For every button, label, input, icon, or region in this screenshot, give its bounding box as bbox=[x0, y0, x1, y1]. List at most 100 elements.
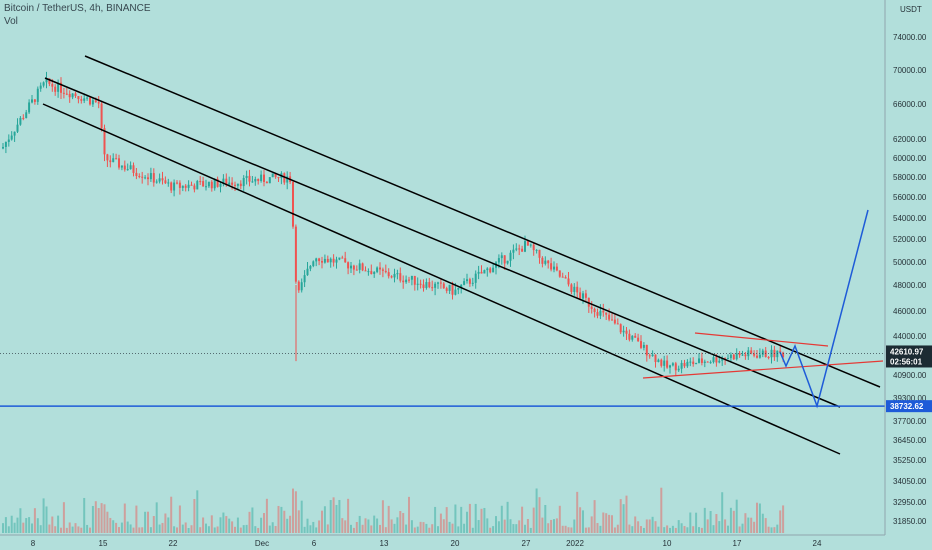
volume-bar bbox=[399, 511, 402, 533]
candle-body bbox=[448, 284, 451, 291]
volume-bar bbox=[228, 518, 231, 533]
triangle-upper[interactable] bbox=[694, 332, 829, 347]
candle-body bbox=[184, 185, 187, 188]
volume-bar bbox=[109, 517, 112, 533]
candle-body bbox=[161, 178, 164, 181]
time-tick-label: 24 bbox=[813, 539, 822, 548]
candle-body bbox=[22, 117, 25, 119]
volume-bar bbox=[738, 526, 741, 533]
candle-body bbox=[564, 277, 567, 279]
volume-bar bbox=[408, 496, 410, 533]
candle-body bbox=[642, 344, 645, 348]
candle-body bbox=[149, 173, 152, 180]
volume-bar bbox=[715, 514, 718, 533]
volume-bar bbox=[91, 505, 94, 533]
volume-bar bbox=[338, 499, 341, 533]
volume-bar bbox=[367, 519, 370, 533]
volume-bar bbox=[97, 508, 100, 533]
candle-body bbox=[500, 255, 503, 259]
volume-bar bbox=[68, 522, 71, 533]
candle-body bbox=[205, 186, 207, 188]
volume-bar bbox=[671, 525, 674, 533]
volume-bar bbox=[686, 527, 689, 533]
candle-body bbox=[619, 324, 622, 333]
candle-body bbox=[538, 249, 541, 258]
candle-body bbox=[637, 337, 640, 342]
candle-body bbox=[486, 268, 489, 271]
candle-body bbox=[657, 359, 660, 363]
currency-label: USDT bbox=[900, 5, 922, 14]
volume-bar bbox=[22, 522, 25, 533]
volume-bar bbox=[86, 524, 89, 533]
volume-bar bbox=[381, 500, 384, 533]
price-tick-label: 40900.00 bbox=[893, 371, 927, 380]
volume-bar bbox=[550, 519, 553, 533]
candle-body bbox=[274, 173, 277, 178]
volume-bar bbox=[747, 517, 750, 533]
candle-body bbox=[732, 354, 735, 360]
candle-body bbox=[283, 173, 286, 183]
volume-bar bbox=[181, 524, 184, 533]
candle-body bbox=[48, 78, 51, 84]
volume-bar bbox=[555, 518, 558, 533]
volume-bar bbox=[735, 499, 738, 533]
candle-body bbox=[33, 99, 36, 102]
candle-body bbox=[640, 341, 642, 348]
volume-bar bbox=[4, 517, 7, 533]
descending-channel-lower[interactable] bbox=[42, 103, 841, 455]
candle-body bbox=[350, 265, 352, 269]
volume-bar bbox=[593, 500, 596, 533]
triangle-lower[interactable] bbox=[642, 360, 884, 379]
volume-bar bbox=[178, 505, 181, 533]
volume-bar bbox=[419, 521, 422, 533]
descending-channel-middle[interactable] bbox=[44, 77, 841, 408]
volume-bar bbox=[103, 504, 106, 533]
volume-bar bbox=[590, 516, 593, 533]
volume-indicator-label[interactable]: Vol bbox=[4, 16, 18, 27]
candle-body bbox=[576, 286, 579, 293]
candle-body bbox=[207, 181, 210, 187]
volume-bar bbox=[213, 527, 216, 533]
volume-bar bbox=[36, 518, 39, 533]
volume-bar bbox=[286, 518, 289, 533]
candle-body bbox=[51, 83, 54, 87]
candle-body bbox=[712, 357, 715, 363]
candle-body bbox=[147, 177, 149, 180]
volume-bar bbox=[274, 526, 277, 533]
candle-body bbox=[692, 361, 695, 365]
candle-body bbox=[303, 275, 306, 283]
volume-bar bbox=[51, 516, 54, 533]
volume-bar bbox=[283, 510, 286, 533]
volume-bar bbox=[631, 526, 634, 533]
candle-body bbox=[239, 183, 242, 187]
candle-body bbox=[544, 260, 547, 264]
volume-bar bbox=[654, 521, 657, 533]
volume-bar bbox=[123, 503, 126, 533]
candle-body bbox=[173, 182, 176, 191]
volume-bar bbox=[33, 508, 36, 533]
candle-body bbox=[518, 248, 521, 250]
candle-body bbox=[611, 319, 613, 321]
candle-body bbox=[152, 173, 155, 183]
descending-channel-upper[interactable] bbox=[84, 55, 881, 388]
candle-body bbox=[306, 268, 309, 276]
volume-bar bbox=[152, 516, 155, 533]
candle-body bbox=[695, 362, 698, 365]
candle-body bbox=[779, 350, 782, 353]
candle-body bbox=[521, 248, 524, 252]
volume-bar bbox=[54, 526, 57, 533]
projected-path[interactable] bbox=[779, 209, 869, 409]
candle-body bbox=[700, 358, 703, 363]
volume-bar bbox=[570, 527, 573, 533]
support-value: 38732.62 bbox=[890, 402, 924, 411]
volume-bar bbox=[265, 498, 268, 533]
candle-body bbox=[45, 78, 48, 83]
volume-bar bbox=[526, 519, 529, 533]
candle-body bbox=[176, 182, 178, 184]
volume-bar bbox=[700, 527, 703, 533]
candle-body bbox=[228, 182, 231, 186]
volume-bar bbox=[94, 501, 97, 533]
candle-body bbox=[132, 165, 135, 173]
volume-bar bbox=[428, 527, 431, 533]
